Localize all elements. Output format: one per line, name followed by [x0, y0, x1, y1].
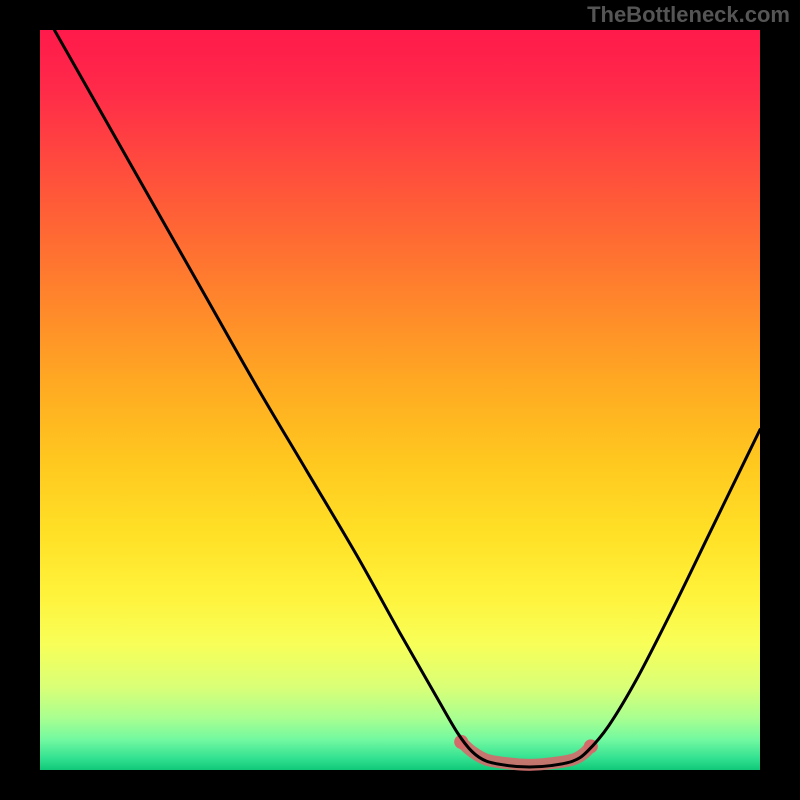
watermark-label: TheBottleneck.com: [587, 2, 790, 28]
bottleneck-curve-chart: [0, 0, 800, 800]
plot-background: [40, 30, 760, 770]
chart-container: TheBottleneck.com: [0, 0, 800, 800]
